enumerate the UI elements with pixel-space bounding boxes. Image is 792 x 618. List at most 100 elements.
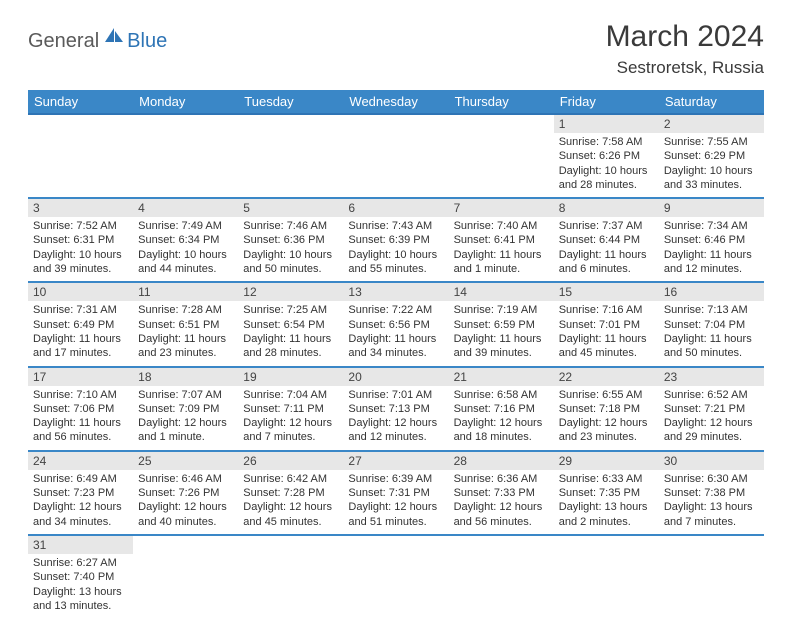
day-number: 30 bbox=[659, 452, 764, 470]
calendar-cell bbox=[449, 535, 554, 618]
day-info: Sunrise: 7:16 AMSunset: 7:01 PMDaylight:… bbox=[559, 303, 654, 360]
day-number: 20 bbox=[343, 368, 448, 386]
day-info: Sunrise: 7:43 AMSunset: 6:39 PMDaylight:… bbox=[348, 219, 443, 276]
weekday-header-row: Sunday Monday Tuesday Wednesday Thursday… bbox=[28, 90, 764, 114]
calendar-cell: 14 Sunrise: 7:19 AMSunset: 6:59 PMDayligh… bbox=[449, 282, 554, 366]
calendar-row: 1 Sunrise: 7:58 AMSunset: 6:26 PMDaylight… bbox=[28, 114, 764, 198]
calendar-cell: 3 Sunrise: 7:52 AMSunset: 6:31 PMDaylight… bbox=[28, 198, 133, 282]
day-number: 24 bbox=[28, 452, 133, 470]
calendar-row: 3 Sunrise: 7:52 AMSunset: 6:31 PMDaylight… bbox=[28, 198, 764, 282]
sail-icon bbox=[103, 26, 125, 49]
day-number: 8 bbox=[554, 199, 659, 217]
day-info: Sunrise: 6:39 AMSunset: 7:31 PMDaylight:… bbox=[348, 472, 443, 529]
day-info: Sunrise: 7:58 AMSunset: 6:26 PMDaylight:… bbox=[559, 135, 654, 192]
day-info: Sunrise: 7:31 AMSunset: 6:49 PMDaylight:… bbox=[33, 303, 128, 360]
calendar-cell: 6 Sunrise: 7:43 AMSunset: 6:39 PMDaylight… bbox=[343, 198, 448, 282]
day-number: 11 bbox=[133, 283, 238, 301]
day-info: Sunrise: 7:01 AMSunset: 7:13 PMDaylight:… bbox=[348, 388, 443, 445]
calendar-cell bbox=[28, 114, 133, 198]
day-number: 27 bbox=[343, 452, 448, 470]
day-number: 7 bbox=[449, 199, 554, 217]
calendar-cell: 2 Sunrise: 7:55 AMSunset: 6:29 PMDaylight… bbox=[659, 114, 764, 198]
title-block: March 2024 Sestroretsk, Russia bbox=[606, 20, 764, 78]
calendar-cell: 7 Sunrise: 7:40 AMSunset: 6:41 PMDaylight… bbox=[449, 198, 554, 282]
day-info: Sunrise: 7:22 AMSunset: 6:56 PMDaylight:… bbox=[348, 303, 443, 360]
calendar-row: 17 Sunrise: 7:10 AMSunset: 7:06 PMDayligh… bbox=[28, 367, 764, 451]
day-number: 17 bbox=[28, 368, 133, 386]
calendar-cell: 9 Sunrise: 7:34 AMSunset: 6:46 PMDaylight… bbox=[659, 198, 764, 282]
day-info: Sunrise: 6:55 AMSunset: 7:18 PMDaylight:… bbox=[559, 388, 654, 445]
day-info: Sunrise: 6:52 AMSunset: 7:21 PMDaylight:… bbox=[664, 388, 759, 445]
day-info: Sunrise: 7:19 AMSunset: 6:59 PMDaylight:… bbox=[454, 303, 549, 360]
day-info: Sunrise: 6:58 AMSunset: 7:16 PMDaylight:… bbox=[454, 388, 549, 445]
day-number: 25 bbox=[133, 452, 238, 470]
day-number: 22 bbox=[554, 368, 659, 386]
calendar-cell: 13 Sunrise: 7:22 AMSunset: 6:56 PMDayligh… bbox=[343, 282, 448, 366]
day-number: 18 bbox=[133, 368, 238, 386]
day-number: 29 bbox=[554, 452, 659, 470]
calendar-cell: 12Sunrise: 7:25 AMSunset: 6:54 PMDayligh… bbox=[238, 282, 343, 366]
calendar-cell bbox=[238, 535, 343, 618]
day-info: Sunrise: 7:25 AMSunset: 6:54 PMDaylight:… bbox=[243, 303, 338, 360]
calendar-cell: 28Sunrise: 6:36 AMSunset: 7:33 PMDayligh… bbox=[449, 451, 554, 535]
weekday-header: Monday bbox=[133, 90, 238, 114]
calendar-row: 24 Sunrise: 6:49 AMSunset: 7:23 PMDayligh… bbox=[28, 451, 764, 535]
day-number: 4 bbox=[133, 199, 238, 217]
calendar-cell bbox=[449, 114, 554, 198]
day-info: Sunrise: 7:34 AMSunset: 6:46 PMDaylight:… bbox=[664, 219, 759, 276]
calendar-cell bbox=[659, 535, 764, 618]
day-number: 26 bbox=[238, 452, 343, 470]
day-number: 3 bbox=[28, 199, 133, 217]
weekday-header: Friday bbox=[554, 90, 659, 114]
day-info: Sunrise: 7:07 AMSunset: 7:09 PMDaylight:… bbox=[138, 388, 233, 445]
calendar-cell: 25 Sunrise: 6:46 AMSunset: 7:26 PMDayligh… bbox=[133, 451, 238, 535]
calendar-cell: 26 Sunrise: 6:42 AMSunset: 7:28 PMDayligh… bbox=[238, 451, 343, 535]
day-info: Sunrise: 7:40 AMSunset: 6:41 PMDaylight:… bbox=[454, 219, 549, 276]
day-info: Sunrise: 7:52 AMSunset: 6:31 PMDaylight:… bbox=[33, 219, 128, 276]
calendar-cell bbox=[343, 535, 448, 618]
calendar-cell: 22 Sunrise: 6:55 AMSunset: 7:18 PMDayligh… bbox=[554, 367, 659, 451]
day-info: Sunrise: 6:46 AMSunset: 7:26 PMDaylight:… bbox=[138, 472, 233, 529]
calendar-cell: 16Sunrise: 7:13 AMSunset: 7:04 PMDayligh… bbox=[659, 282, 764, 366]
day-number: 15 bbox=[554, 283, 659, 301]
calendar-cell: 24 Sunrise: 6:49 AMSunset: 7:23 PMDayligh… bbox=[28, 451, 133, 535]
calendar-cell: 18 Sunrise: 7:07 AMSunset: 7:09 PMDayligh… bbox=[133, 367, 238, 451]
day-info: Sunrise: 6:33 AMSunset: 7:35 PMDaylight:… bbox=[559, 472, 654, 529]
day-number: 6 bbox=[343, 199, 448, 217]
day-info: Sunrise: 6:42 AMSunset: 7:28 PMDaylight:… bbox=[243, 472, 338, 529]
day-number: 9 bbox=[659, 199, 764, 217]
brand-part2: Blue bbox=[127, 30, 167, 53]
calendar-row: 10Sunrise: 7:31 AMSunset: 6:49 PMDayligh… bbox=[28, 282, 764, 366]
calendar-cell bbox=[238, 114, 343, 198]
calendar-cell: 4Sunrise: 7:49 AMSunset: 6:34 PMDaylight… bbox=[133, 198, 238, 282]
calendar-cell: 30Sunrise: 6:30 AMSunset: 7:38 PMDayligh… bbox=[659, 451, 764, 535]
day-info: Sunrise: 7:55 AMSunset: 6:29 PMDaylight:… bbox=[664, 135, 759, 192]
calendar-grid: Sunday Monday Tuesday Wednesday Thursday… bbox=[28, 90, 764, 618]
day-number: 1 bbox=[554, 115, 659, 133]
calendar-cell: 17 Sunrise: 7:10 AMSunset: 7:06 PMDayligh… bbox=[28, 367, 133, 451]
day-info: Sunrise: 7:04 AMSunset: 7:11 PMDaylight:… bbox=[243, 388, 338, 445]
calendar-row: 31Sunrise: 6:27 AMSunset: 7:40 PMDayligh… bbox=[28, 535, 764, 618]
calendar-cell: 11 Sunrise: 7:28 AMSunset: 6:51 PMDayligh… bbox=[133, 282, 238, 366]
day-info: Sunrise: 7:10 AMSunset: 7:06 PMDaylight:… bbox=[33, 388, 128, 445]
day-number: 13 bbox=[343, 283, 448, 301]
calendar-cell: 5Sunrise: 7:46 AMSunset: 6:36 PMDaylight… bbox=[238, 198, 343, 282]
calendar-cell: 15 Sunrise: 7:16 AMSunset: 7:01 PMDayligh… bbox=[554, 282, 659, 366]
calendar-cell: 21Sunrise: 6:58 AMSunset: 7:16 PMDayligh… bbox=[449, 367, 554, 451]
brand-logo: General Blue bbox=[28, 20, 167, 57]
day-number: 5 bbox=[238, 199, 343, 217]
calendar-cell bbox=[133, 535, 238, 618]
day-info: Sunrise: 6:27 AMSunset: 7:40 PMDaylight:… bbox=[33, 556, 128, 613]
calendar-cell: 29 Sunrise: 6:33 AMSunset: 7:35 PMDayligh… bbox=[554, 451, 659, 535]
weekday-header: Thursday bbox=[449, 90, 554, 114]
day-number: 2 bbox=[659, 115, 764, 133]
day-info: Sunrise: 7:28 AMSunset: 6:51 PMDaylight:… bbox=[138, 303, 233, 360]
calendar-cell: 27 Sunrise: 6:39 AMSunset: 7:31 PMDayligh… bbox=[343, 451, 448, 535]
header: General Blue March 2024 Sestroretsk, Rus… bbox=[28, 20, 764, 78]
brand-part1: General bbox=[28, 30, 99, 53]
day-number: 14 bbox=[449, 283, 554, 301]
calendar-cell bbox=[343, 114, 448, 198]
calendar-cell: 1 Sunrise: 7:58 AMSunset: 6:26 PMDaylight… bbox=[554, 114, 659, 198]
calendar-cell: 19Sunrise: 7:04 AMSunset: 7:11 PMDayligh… bbox=[238, 367, 343, 451]
day-info: Sunrise: 6:49 AMSunset: 7:23 PMDaylight:… bbox=[33, 472, 128, 529]
